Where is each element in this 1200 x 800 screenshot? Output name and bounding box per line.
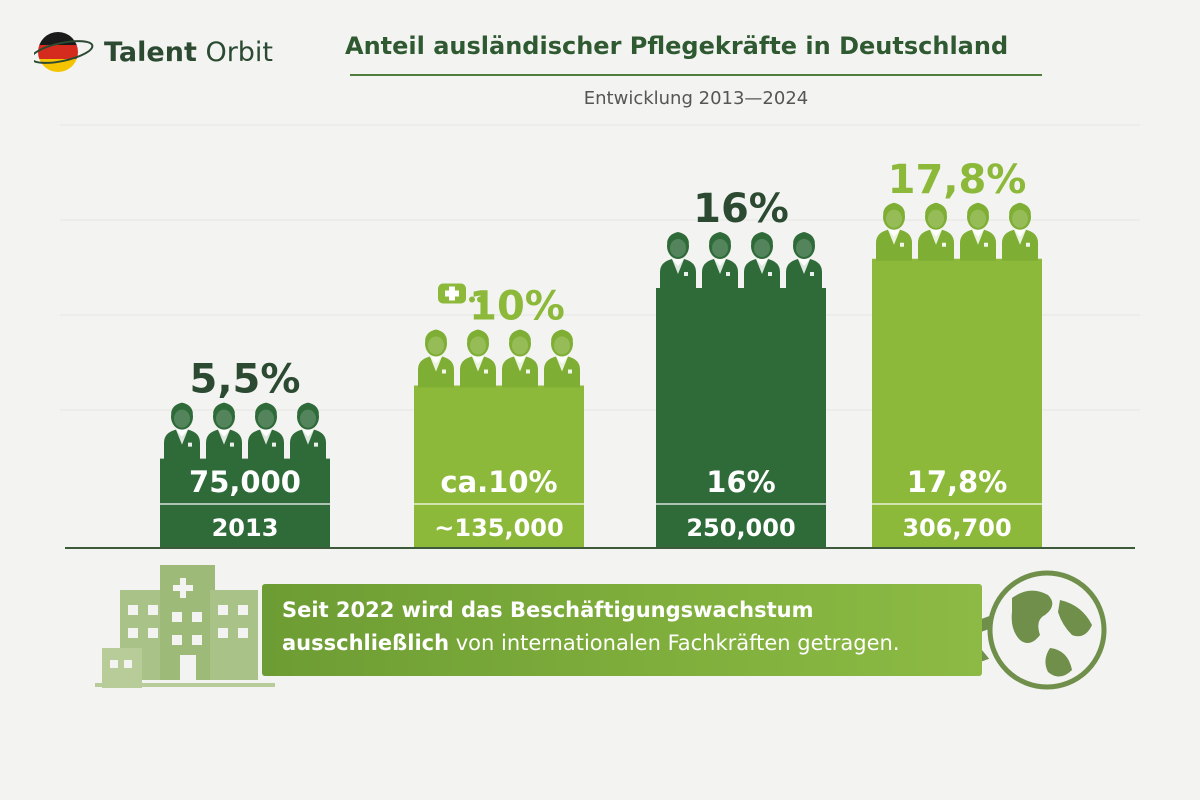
nurse-group-0	[164, 402, 326, 461]
nurse-icon	[460, 329, 496, 388]
bar-top-label-2: 16%	[693, 186, 789, 232]
nurse-icon	[206, 402, 242, 461]
bar-inner-label-3: 17,8%	[907, 465, 1008, 499]
nurse-icon	[502, 329, 538, 388]
nurse-icon	[290, 402, 326, 461]
banner-line-2-rest: von internationalen Fachkräften getragen…	[449, 631, 900, 655]
bar-top-label-1: 10%	[469, 284, 565, 330]
banner-emphasis: ausschließlich	[282, 631, 450, 655]
nurse-group-2	[660, 232, 822, 290]
info-banner	[262, 584, 982, 676]
bar-2	[656, 288, 826, 548]
banner-line-1: Seit 2022 wird das Beschäftigungswachstu…	[282, 598, 814, 622]
page-subtitle: Entwicklung 2013—2024	[583, 88, 809, 109]
brand-logo: Talent Orbit	[34, 30, 273, 74]
bar-group-1: 10% ca.10% ~135,000	[414, 283, 584, 548]
nurse-icon	[702, 232, 738, 290]
nurse-icon	[1002, 202, 1038, 261]
bar-bottom-label-2: 250,000	[686, 514, 795, 542]
bar-3	[872, 258, 1042, 548]
bar-inner-label-2: 16%	[706, 465, 775, 499]
info-banner-text: Seit 2022 wird das Beschäftigungswachstu…	[282, 594, 972, 660]
nurse-icon	[164, 402, 200, 461]
nurse-icon	[918, 202, 954, 261]
title-divider	[350, 74, 1042, 76]
nurse-icon	[960, 202, 996, 261]
nurse-icon	[876, 202, 912, 261]
flag-globe-icon	[34, 32, 94, 72]
medical-badge-icon	[438, 283, 483, 304]
nurse-icon	[544, 329, 580, 388]
bar-bottom-label-3: 306,700	[902, 514, 1011, 542]
bar-inner-label-1: ca.10%	[440, 465, 557, 499]
nurse-icon	[248, 402, 284, 461]
bar-bottom-label-1: ~135,000	[434, 514, 563, 542]
bar-group-3: 17,8% 17,8% 306,700	[872, 157, 1042, 548]
bar-1	[414, 385, 584, 548]
nurse-icon	[744, 232, 780, 290]
bar-group-2: 16% 16% 250,000	[656, 186, 826, 548]
nurse-icon	[660, 232, 696, 290]
bar-inner-label-0: 75,000	[189, 465, 301, 499]
nurse-group-1	[418, 329, 580, 388]
nurse-group-3	[876, 202, 1038, 261]
bar-bottom-label-0: 2013	[212, 514, 279, 542]
bar-group-0: 5,5% 75,000 2013	[160, 357, 330, 548]
brand-name: Talent Orbit	[104, 36, 274, 68]
bar-top-label-3: 17,8%	[888, 157, 1027, 203]
nurse-icon	[418, 329, 454, 388]
bar-top-label-0: 5,5%	[190, 357, 301, 403]
nurse-icon	[786, 232, 822, 290]
page-title: Anteil ausländischer Pflegekräfte in Deu…	[345, 32, 1009, 60]
banner-line-2: ausschließlich von internationalen Fachk…	[282, 627, 972, 660]
